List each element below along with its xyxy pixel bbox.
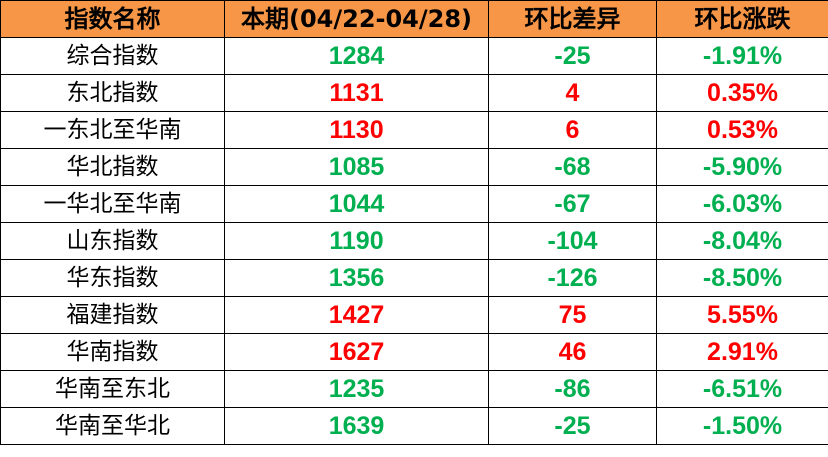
name-cell: 华南指数	[0, 333, 225, 371]
diff-cell: -25	[488, 37, 657, 75]
table-row: 华北指数 1085 -68 -5.90%	[0, 148, 828, 186]
value-cell: 1131	[224, 74, 489, 112]
pct-cell: 2.91%	[656, 333, 828, 371]
header-period: 本期(04/22-04/28)	[224, 0, 489, 38]
table-row: 山东指数 1190 -104 -8.04%	[0, 222, 828, 260]
name-cell: 华南至华北	[0, 407, 225, 445]
value-cell: 1427	[224, 296, 489, 334]
diff-cell: -86	[488, 370, 657, 408]
diff-cell: -67	[488, 185, 657, 223]
table-row: 福建指数 1427 75 5.55%	[0, 296, 828, 334]
index-table: 指数名称 本期(04/22-04/28) 环比差异 环比涨跌 综合指数 1284-…	[0, 0, 828, 445]
name-cell: 一华北至华南	[0, 185, 225, 223]
table-row: 一华北至华南 1044 -67 -6.03%	[0, 185, 828, 223]
value-cell: 1044	[224, 185, 489, 223]
value-cell: 1356	[224, 259, 489, 297]
value-cell: 1284	[224, 37, 489, 75]
name-cell: 综合指数	[0, 37, 225, 75]
pct-cell: -6.03%	[656, 185, 828, 223]
header-row: 指数名称 本期(04/22-04/28) 环比差异 环比涨跌	[0, 0, 828, 38]
diff-cell: -68	[488, 148, 657, 186]
table-row: 一东北至华南 1130 6 0.53%	[0, 111, 828, 149]
diff-cell: 75	[488, 296, 657, 334]
diff-cell: 46	[488, 333, 657, 371]
name-cell: 一东北至华南	[0, 111, 225, 149]
value-cell: 1085	[224, 148, 489, 186]
diff-cell: 4	[488, 74, 657, 112]
pct-cell: -8.04%	[656, 222, 828, 260]
pct-cell: 0.53%	[656, 111, 828, 149]
value-cell: 1235	[224, 370, 489, 408]
table-row: 华南至东北 1235 -86 -6.51%	[0, 370, 828, 408]
header-name: 指数名称	[0, 0, 225, 38]
diff-cell: 6	[488, 111, 657, 149]
name-cell: 山东指数	[0, 222, 225, 260]
table-row: 华南指数 1627 46 2.91%	[0, 333, 828, 371]
table-row: 东北指数 1131 4 0.35%	[0, 74, 828, 112]
table-row: 综合指数 1284 -25 -1.91%	[0, 37, 828, 75]
table-row: 华东指数 1356 -126 -8.50%	[0, 259, 828, 297]
pct-cell: -6.51%	[656, 370, 828, 408]
pct-cell: -8.50%	[656, 259, 828, 297]
pct-cell: -1.50%	[656, 407, 828, 445]
header-diff: 环比差异	[488, 0, 657, 38]
value-cell: 1130	[224, 111, 489, 149]
pct-cell: 0.35%	[656, 74, 828, 112]
value-cell: 1190	[224, 222, 489, 260]
name-cell: 华东指数	[0, 259, 225, 297]
name-cell: 华北指数	[0, 148, 225, 186]
diff-cell: -126	[488, 259, 657, 297]
pct-cell: -1.91%	[656, 37, 828, 75]
name-cell: 东北指数	[0, 74, 225, 112]
diff-cell: -25	[488, 407, 657, 445]
value-cell: 1627	[224, 333, 489, 371]
header-pct: 环比涨跌	[656, 0, 828, 38]
value-cell: 1639	[224, 407, 489, 445]
diff-cell: -104	[488, 222, 657, 260]
pct-cell: -5.90%	[656, 148, 828, 186]
name-cell: 福建指数	[0, 296, 225, 334]
name-cell: 华南至东北	[0, 370, 225, 408]
table-row: 华南至华北 1639 -25 -1.50%	[0, 407, 828, 445]
pct-cell: 5.55%	[656, 296, 828, 334]
